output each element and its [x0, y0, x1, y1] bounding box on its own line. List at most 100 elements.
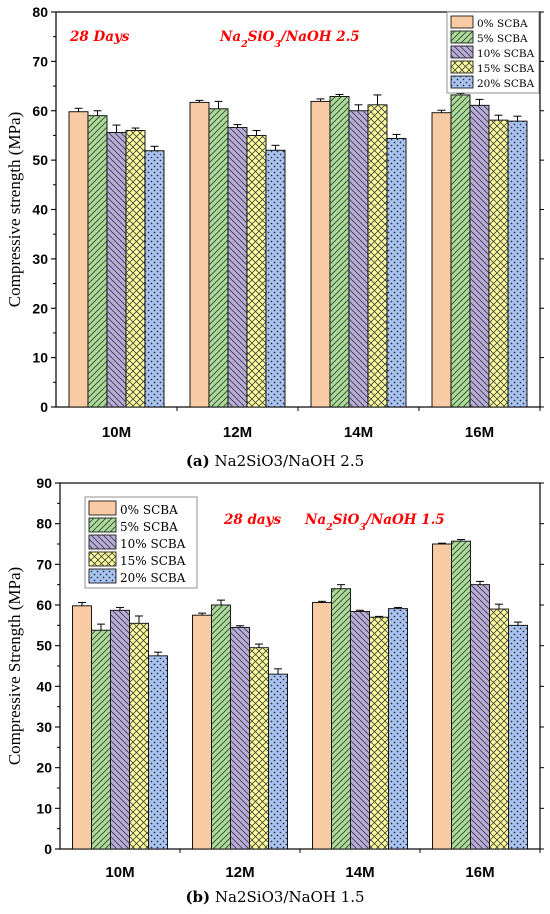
bar-pattern [368, 104, 387, 407]
x-axis: 10M 12M 14M 16M [102, 407, 541, 441]
bar-pattern [451, 541, 471, 849]
legend-swatch-pattern [451, 61, 473, 73]
bar-pattern [228, 127, 247, 407]
y-tick-label: 60 [32, 103, 48, 119]
bar-pattern [489, 609, 509, 849]
bar-pattern [508, 121, 527, 408]
y-axis-label: Compressive strength (MPa) [5, 112, 24, 307]
bar-pattern [91, 630, 111, 849]
caption-text: Na2SiO3/NaOH 2.5 [214, 452, 365, 470]
bar-pattern [148, 655, 168, 849]
y-tick-label: 20 [36, 760, 52, 776]
legend-swatch [450, 15, 474, 29]
x-tick-label: 16M [465, 864, 494, 881]
y-tick-label: 10 [36, 800, 52, 816]
legend-label: 10% SCBA [120, 537, 186, 551]
legend: 0% SCBA 5% SCBA 10% SCBA 15% SCBA 20% SCBA [446, 11, 540, 94]
legend-swatch-pattern [89, 569, 116, 583]
annotation-days: 28 Days [69, 29, 130, 45]
y-tick-label: 30 [36, 719, 52, 735]
legend-swatch-pattern [451, 31, 473, 43]
y-tick-label: 70 [36, 556, 52, 572]
bar-pattern [129, 623, 149, 849]
caption-letter: (b) [185, 888, 211, 906]
bar [192, 614, 212, 850]
y-axis-label: Compressive Strength (MPa) [5, 567, 24, 765]
bar-pattern [268, 674, 288, 849]
chart-panel-b: 0 10 20 30 40 50 60 70 80 90 10M 12M 14M 16M Compres… [5, 475, 544, 881]
bar-pattern [247, 135, 266, 407]
bar-pattern [110, 610, 130, 849]
bars [68, 92, 528, 408]
y-axis: 0 10 20 30 40 50 60 70 80 90 [36, 475, 544, 857]
legend-label: 15% SCBA [120, 554, 186, 568]
legend-label: 10% SCBA [477, 48, 535, 60]
bar-pattern [349, 110, 368, 407]
y-tick-label: 10 [32, 350, 48, 366]
y-tick-label: 20 [32, 300, 48, 316]
caption-letter: (a) [185, 452, 210, 470]
legend-label: 15% SCBA [477, 63, 535, 75]
y-tick-label: 80 [36, 516, 52, 532]
bar-pattern [126, 130, 145, 407]
bar [432, 543, 452, 850]
legend-swatch [88, 500, 117, 516]
bar [189, 101, 210, 408]
x-tick-label: 12M [225, 864, 254, 881]
x-tick-label: 14M [344, 424, 373, 441]
x-tick-label: 16M [465, 424, 494, 441]
legend-label: 5% SCBA [120, 520, 178, 534]
legend-label: 20% SCBA [120, 571, 186, 585]
chart-panel-a: 0 10 20 30 40 50 60 70 80 10M 12M 14M 16M Compressi… [5, 4, 544, 441]
bar-pattern [470, 105, 489, 407]
legend-label: 0% SCBA [120, 503, 178, 517]
caption-text: Na2SiO3/NaOH 1.5 [214, 888, 365, 906]
legend-swatch-pattern [89, 518, 116, 532]
bar-pattern [388, 608, 408, 849]
y-tick-label: 80 [32, 4, 48, 20]
bar-pattern [330, 96, 349, 408]
bar-pattern [369, 617, 389, 849]
legend-swatch-pattern [451, 46, 473, 58]
bar-pattern [249, 647, 269, 849]
y-tick-label: 0 [40, 399, 48, 415]
y-axis: 0 10 20 30 40 50 60 70 80 [32, 4, 544, 415]
bar-pattern [387, 138, 406, 407]
annotation-days: 28 days [223, 512, 282, 528]
bar-pattern [209, 108, 228, 408]
legend: 0% SCBA 5% SCBA 10% SCBA 15% SCBA 20% SCBA [84, 496, 198, 589]
annotation-ratio: Na2SiO3/NaOH 2.5 [219, 29, 360, 50]
bar [431, 112, 452, 408]
bar-pattern [88, 115, 107, 407]
x-tick-label: 10M [102, 424, 131, 441]
bar-pattern [266, 150, 285, 407]
bar-pattern [508, 625, 528, 849]
bar-pattern [107, 132, 126, 407]
caption-b: (b) Na2SiO3/NaOH 1.5 [0, 888, 550, 906]
bar-pattern [145, 150, 164, 407]
bars [72, 539, 528, 850]
bar [310, 100, 331, 408]
x-axis: 10M 12M 14M 16M [105, 849, 541, 881]
caption-a: (a) Na2SiO3/NaOH 2.5 [0, 452, 550, 470]
bar [68, 111, 89, 408]
bar-pattern [350, 611, 370, 849]
annotation-ratio: Na2SiO3/NaOH 1.5 [304, 512, 445, 533]
legend-label: 20% SCBA [477, 78, 535, 90]
bar [72, 605, 92, 850]
legend-swatch-pattern [451, 76, 473, 88]
y-tick-label: 30 [32, 251, 48, 267]
y-tick-label: 90 [36, 475, 52, 491]
x-tick-label: 10M [105, 864, 134, 881]
bar-pattern [489, 120, 508, 407]
y-tick-label: 40 [36, 678, 52, 694]
y-tick-label: 0 [44, 841, 52, 857]
y-tick-label: 70 [32, 53, 48, 69]
legend-swatch-pattern [89, 535, 116, 549]
legend-label: 0% SCBA [477, 18, 528, 30]
bar-pattern [211, 605, 231, 849]
legend-label: 5% SCBA [477, 33, 528, 45]
legend-swatch-pattern [89, 552, 116, 566]
y-tick-label: 40 [32, 202, 48, 218]
